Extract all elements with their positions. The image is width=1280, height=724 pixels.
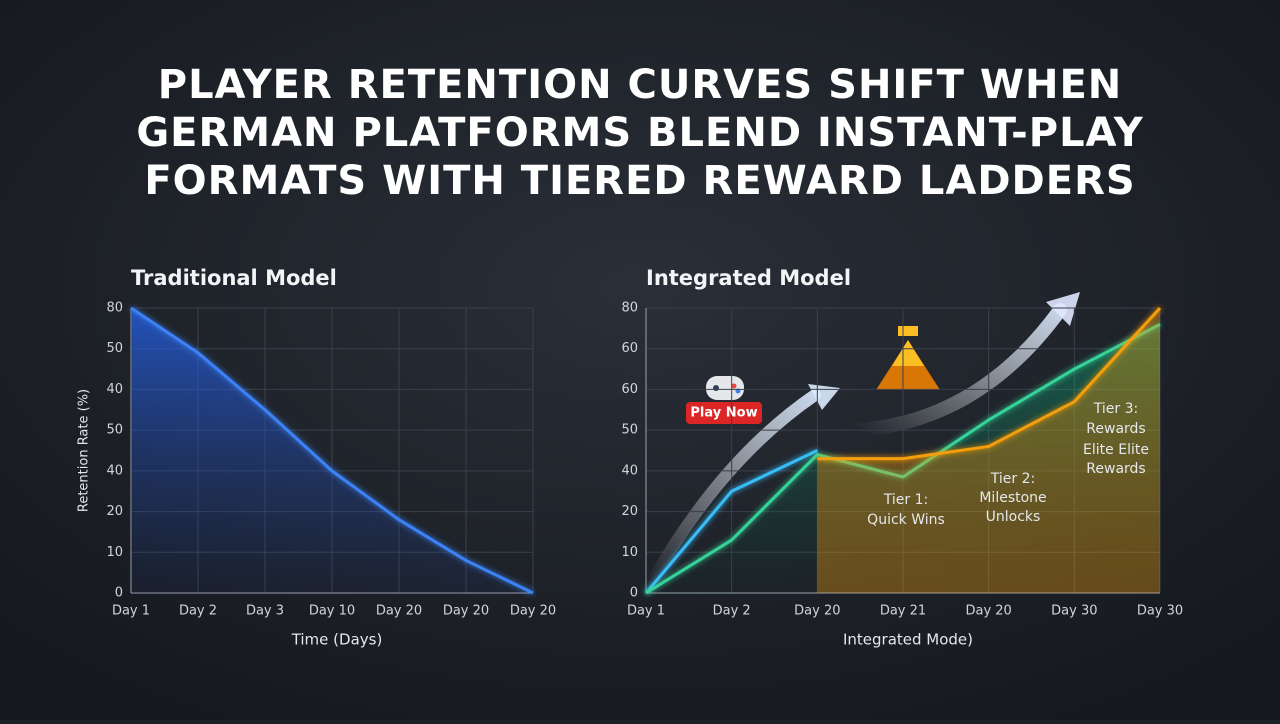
annotation: Rewards xyxy=(1086,421,1145,437)
y-tick-label: 20 xyxy=(106,504,123,519)
line xyxy=(817,306,1162,461)
line xyxy=(645,322,1161,595)
y-tick-label: 50 xyxy=(106,341,123,356)
y-tick-label: 80 xyxy=(106,301,123,316)
y-tick-label: 80 xyxy=(621,301,638,316)
y-tick-label: 60 xyxy=(621,341,638,356)
chart: Integrated Model Integrated Mode) Day 1 Day… xyxy=(621,266,1183,649)
annotation: Tier 1: xyxy=(883,492,928,508)
page-title: PLAYER RETENTION CURVES SHIFT WHEN xyxy=(158,62,1123,108)
y-tick-label: 50 xyxy=(621,423,638,438)
chart-title: Integrated Model xyxy=(646,266,851,290)
area xyxy=(131,308,533,593)
line xyxy=(644,449,818,594)
y-tick-label: 40 xyxy=(106,463,123,478)
chart: Traditional Model Time (Days) Retention Ra… xyxy=(77,266,557,649)
decor xyxy=(644,292,1080,591)
x-axis-label: Integrated Mode) xyxy=(843,631,973,649)
x-tick-label: Day 3 xyxy=(246,604,284,619)
x-tick-label: Day 20 xyxy=(794,604,840,619)
y-tick-label: 40 xyxy=(106,382,123,397)
y-tick-label: 10 xyxy=(106,545,123,560)
area xyxy=(646,324,1160,593)
annotation: Play Now xyxy=(690,406,757,421)
y-tick-label: 10 xyxy=(621,545,638,560)
x-tick-label: Day 1 xyxy=(627,604,665,619)
annotation: Quick Wins xyxy=(867,512,945,528)
y-tick-label: 40 xyxy=(621,463,638,478)
x-tick-label: Day 1 xyxy=(112,604,150,619)
x-tick-label: Day 2 xyxy=(713,604,751,619)
x-tick-label: Day 20 xyxy=(510,604,556,619)
annotation: Milestone xyxy=(979,490,1046,506)
x-tick-label: Day 10 xyxy=(309,604,355,619)
annotation: Unlocks xyxy=(986,509,1041,525)
y-tick-label: 20 xyxy=(621,504,638,519)
x-tick-label: Day 20 xyxy=(443,604,489,619)
annotation: Tier 3: xyxy=(1093,401,1138,417)
annotation: Elite Elite xyxy=(1083,442,1149,458)
x-tick-label: Day 30 xyxy=(1051,604,1097,619)
y-tick-label: 0 xyxy=(115,586,123,601)
x-tick-label: Day 20 xyxy=(376,604,422,619)
chart-title: Traditional Model xyxy=(131,266,337,290)
x-tick-label: Day 30 xyxy=(1137,604,1183,619)
y-tick-label: 60 xyxy=(621,382,638,397)
line xyxy=(130,306,534,595)
y-axis-label: Retention Rate (%) xyxy=(77,389,92,512)
x-tick-label: Day 20 xyxy=(965,604,1011,619)
y-tick-label: 0 xyxy=(630,586,638,601)
x-tick-label: Day 2 xyxy=(179,604,217,619)
page-title: GERMAN PLATFORMS BLEND INSTANT-PLAY xyxy=(136,110,1143,156)
y-tick-label: 50 xyxy=(106,423,123,438)
annotation: Rewards xyxy=(1086,461,1145,477)
x-tick-label: Day 21 xyxy=(880,604,926,619)
area xyxy=(817,308,1160,593)
page-title: FORMATS WITH TIERED REWARD LADDERS xyxy=(144,158,1135,204)
annotation: Tier 2: xyxy=(990,471,1035,487)
x-axis-label: Time (Days) xyxy=(291,631,383,649)
